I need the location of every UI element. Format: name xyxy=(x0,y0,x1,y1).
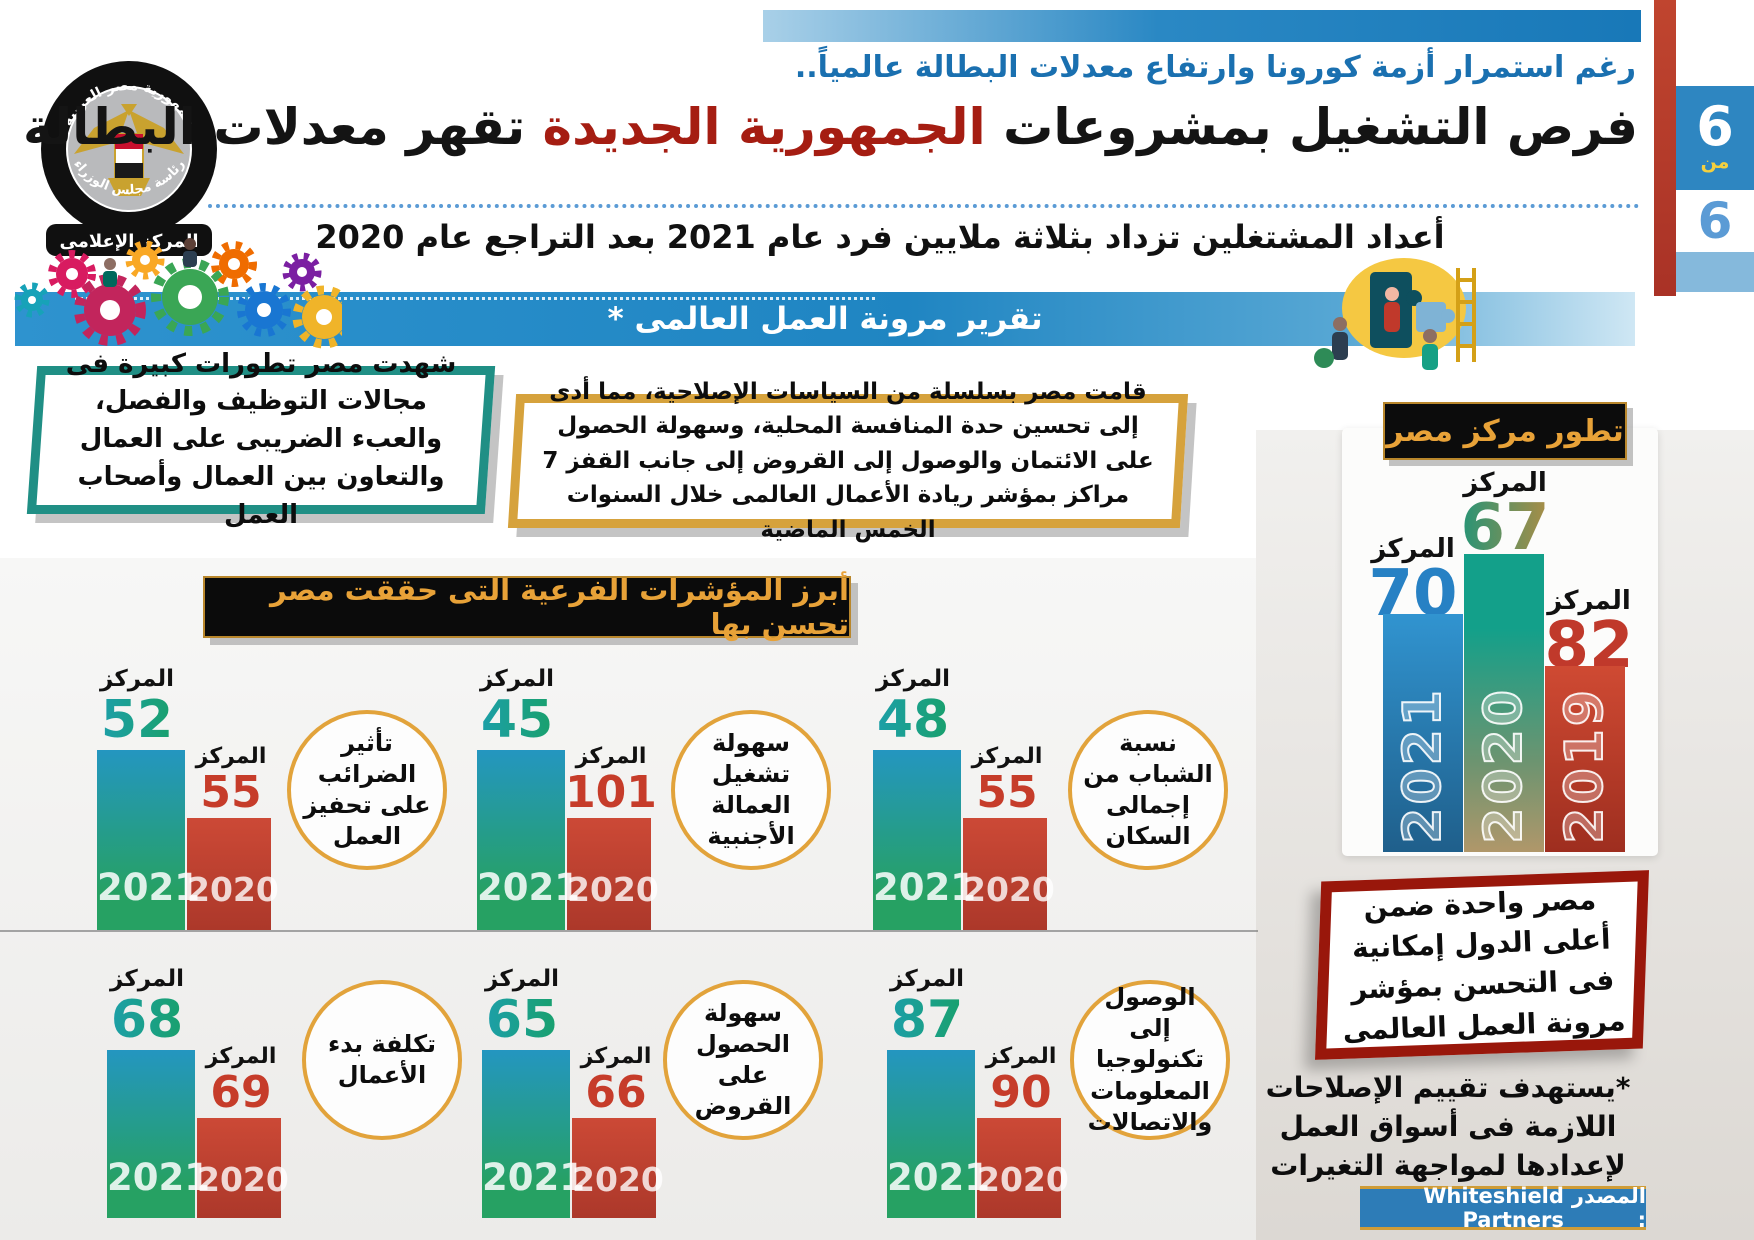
rank-bar-2020: 2020 xyxy=(1464,554,1544,852)
bar-2020 xyxy=(187,818,271,930)
gold-highlight-text: قامت مصر بسلسلة من السياسات الإصلاحية، م… xyxy=(542,378,1154,543)
gear-icon xyxy=(74,274,146,346)
source-label: المصدر : xyxy=(1571,1184,1646,1232)
indicator-circle-foreign-labor: سهولة تشغيل العمالة الأجنبية xyxy=(671,710,831,870)
worker-figure-icon xyxy=(1384,287,1400,332)
indicator-circle-youth: نسبة الشباب من إجمالى السكان xyxy=(1068,710,1228,870)
year-label: 2021 xyxy=(97,866,200,909)
worker-figure-icon xyxy=(183,238,197,267)
report-banner-title: تقرير مرونة العمل العالمى * xyxy=(607,301,1043,337)
gear-icon xyxy=(282,252,322,292)
egypt-eagle-icon xyxy=(74,104,184,196)
rank-bar-2019: 2019 xyxy=(1545,666,1625,852)
charts-row-divider xyxy=(0,930,1258,932)
bar-2021 xyxy=(873,750,961,930)
title-prefix: فرص التشغيل بمشروعات xyxy=(985,98,1638,156)
gold-highlight-box: قامت مصر بسلسلة من السياسات الإصلاحية، م… xyxy=(507,378,1189,543)
sub-indicators-banner: أبرز المؤشرات الفرعية التى حققت مصر تحسن… xyxy=(203,573,851,641)
title-suffix: تقهر معدلات البطالة xyxy=(23,98,543,156)
rank-bar-year-label: 2021 xyxy=(1392,686,1454,845)
bar-2020 xyxy=(197,1118,281,1218)
gear-icon xyxy=(14,282,50,318)
page-title: فرص التشغيل بمشروعات الجمهورية الجديدة ت… xyxy=(23,98,1638,156)
year-label: 2020 xyxy=(572,1160,664,1199)
rank-bar-year-label: 2019 xyxy=(1554,686,1616,845)
bar-2021 xyxy=(477,750,565,930)
pagination-current: 6 xyxy=(1696,94,1734,158)
bar-2021 xyxy=(482,1050,570,1218)
year-label: 2020 xyxy=(963,870,1055,909)
pagination-separator: من xyxy=(1700,151,1730,174)
pagination-current-box: 6 من xyxy=(1676,86,1754,190)
bar-2020 xyxy=(572,1118,656,1218)
bar-2021 xyxy=(97,750,185,930)
rank-chart-title-box: تطور مركز مصر xyxy=(1383,402,1627,460)
mini-chart-ict: المركز 87 المركز 90 2021 2020 xyxy=(875,900,1143,1232)
mini-chart-foreign-labor: المركز 45 المركز 101 2021 2020 xyxy=(465,600,733,932)
worker-figure-icon xyxy=(103,258,117,287)
indicator-circle-taxes: تأثير الضرائب على تحفيز العمل xyxy=(287,710,447,870)
mini-chart-loans: المركز 65 المركز 66 2021 2020 xyxy=(470,900,738,1232)
puzzle-people-illustration xyxy=(1314,258,1476,370)
kicker-text: رغم استمرار أزمة كورونا وارتفاع معدلات ا… xyxy=(794,50,1636,85)
source-bar: المصدر : Whiteshield Partners xyxy=(1360,1184,1646,1232)
gear-icon xyxy=(292,285,342,349)
teal-highlight-text: شهدت مصر تطورات كبيرة فى مجالات التوظيف … xyxy=(65,348,457,530)
year-label: 2020 xyxy=(977,1160,1069,1199)
year-label: 2020 xyxy=(197,1160,289,1199)
rank-bar-2021: 2021 xyxy=(1383,614,1463,852)
worker-figure-icon xyxy=(1332,317,1348,360)
logo-ribbon: المركز الإعلامى xyxy=(46,224,212,256)
gear-icon xyxy=(48,250,96,298)
svg-text:المركز الإعلامى: المركز الإعلامى xyxy=(59,231,198,252)
year-label: 2021 xyxy=(887,1156,990,1199)
mini-chart-start-cost: المركز 68 المركز 69 2021 2020 xyxy=(95,900,363,1232)
egypt-cabinet-logo: جمهورية مصر العربية رئاسة مجلس الوزراء ا… xyxy=(41,61,217,256)
year-label: 2021 xyxy=(107,1156,210,1199)
red-callout-text: مصر واحدة ضمن أعلى الدول إمكانية فى التح… xyxy=(1342,882,1627,1047)
sub-indicators-title: أبرز المؤشرات الفرعية التى حققت مصر تحسن… xyxy=(269,573,849,641)
gear-icon xyxy=(211,241,257,287)
bar-2020 xyxy=(567,818,651,930)
source-value: Whiteshield Partners xyxy=(1423,1184,1564,1232)
bar-2021 xyxy=(887,1050,975,1218)
page-tab-red-bar xyxy=(1654,0,1676,296)
worker-figure-icon xyxy=(1422,329,1438,370)
rank-chart-title: تطور مركز مصر xyxy=(1386,413,1624,449)
indicator-circle-start-cost: تكلفة بدء الأعمال xyxy=(302,980,462,1140)
year-label: 2021 xyxy=(477,866,580,909)
page-subtitle: أعداد المشتغلين تزداد بثلاثة ملايين فرد … xyxy=(315,218,1445,256)
mini-chart-youth: المركز 48 المركز 55 2021 2020 xyxy=(861,600,1129,932)
dotted-separator xyxy=(208,204,1640,208)
red-callout-box: مصر واحدة ضمن أعلى الدول إمكانية فى التح… xyxy=(1314,870,1650,1060)
title-highlight: الجمهورية الجديدة xyxy=(542,98,986,156)
gear-icon xyxy=(125,240,165,280)
rank-2020-value: المركز 67 xyxy=(1447,468,1563,560)
bar-2020 xyxy=(977,1118,1061,1218)
mini-chart-taxes: المركز 52 المركز 55 2021 2020 xyxy=(85,600,353,932)
gear-icon xyxy=(151,258,229,336)
pagination-total: 6 xyxy=(1697,192,1733,250)
gears-people-illustration xyxy=(14,238,342,349)
rank-bar-year-label: 2020 xyxy=(1473,686,1535,845)
pagination-total-box: 6 xyxy=(1676,190,1754,252)
year-label: 2020 xyxy=(187,870,279,909)
rank-2019-value: المركز 82 xyxy=(1544,586,1634,683)
bar-2020 xyxy=(963,818,1047,930)
top-blue-strip xyxy=(763,10,1641,42)
year-label: 2021 xyxy=(482,1156,585,1199)
teal-highlight-box: شهدت مصر تطورات كبيرة فى مجالات التوظيف … xyxy=(26,348,496,530)
year-label: 2021 xyxy=(873,866,976,909)
indicator-circle-ict: الوصول إلى تكنولوجيا المعلومات والاتصالا… xyxy=(1070,980,1230,1140)
gear-icon xyxy=(237,283,291,337)
pagination-footer-strip xyxy=(1676,252,1754,292)
indicator-circle-loans: سهولة الحصول على القروض xyxy=(663,980,823,1140)
year-label: 2020 xyxy=(567,870,659,909)
bar-2021 xyxy=(107,1050,195,1218)
